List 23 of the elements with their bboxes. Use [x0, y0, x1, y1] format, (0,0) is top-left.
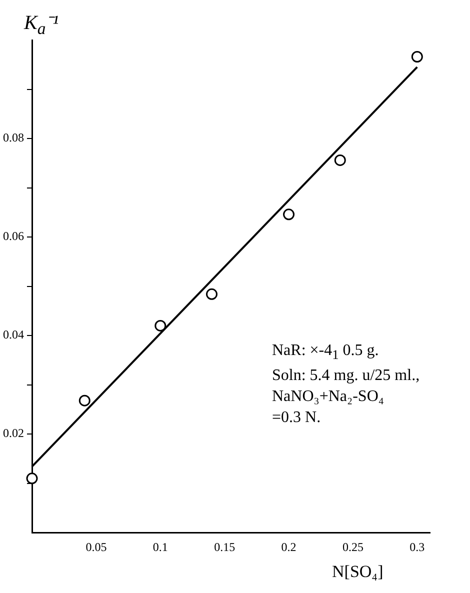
- y-tick-label: 0.08: [3, 130, 24, 145]
- point: [411, 51, 423, 62]
- point: [283, 208, 295, 220]
- annotation: =0.3 N.: [272, 408, 322, 428]
- x-tick-label: 0.1: [152, 540, 168, 554]
- annotation: NaNO₃+Na₂-SO₄: [272, 387, 385, 408]
- y-tick-label: 0.04: [3, 328, 24, 342]
- y-tick-label: 0.02: [3, 426, 24, 440]
- x-tick-label: 0.25: [342, 540, 364, 554]
- y-tick-label: 0.06: [3, 229, 24, 244]
- annotation: NaR: ×-4$_{1}$ 0.5 g.: [272, 341, 380, 364]
- x-tick-label: 0.15: [214, 540, 236, 554]
- x-tick-label: 0.05: [86, 540, 107, 554]
- point: [334, 154, 346, 166]
- point: [154, 320, 166, 332]
- y-axis-title: K$_{a}$⁻¹: [24, 11, 59, 39]
- x-axis-title: N[SO₄]: [332, 562, 384, 582]
- x-tick-label: 0.2: [281, 540, 296, 554]
- point: [78, 394, 90, 406]
- point: [26, 472, 38, 484]
- annotation: Soln: 5.4 mg. u/25 ml.,: [272, 366, 421, 386]
- x-tick-label: 0.3: [410, 540, 425, 554]
- point: [206, 288, 218, 300]
